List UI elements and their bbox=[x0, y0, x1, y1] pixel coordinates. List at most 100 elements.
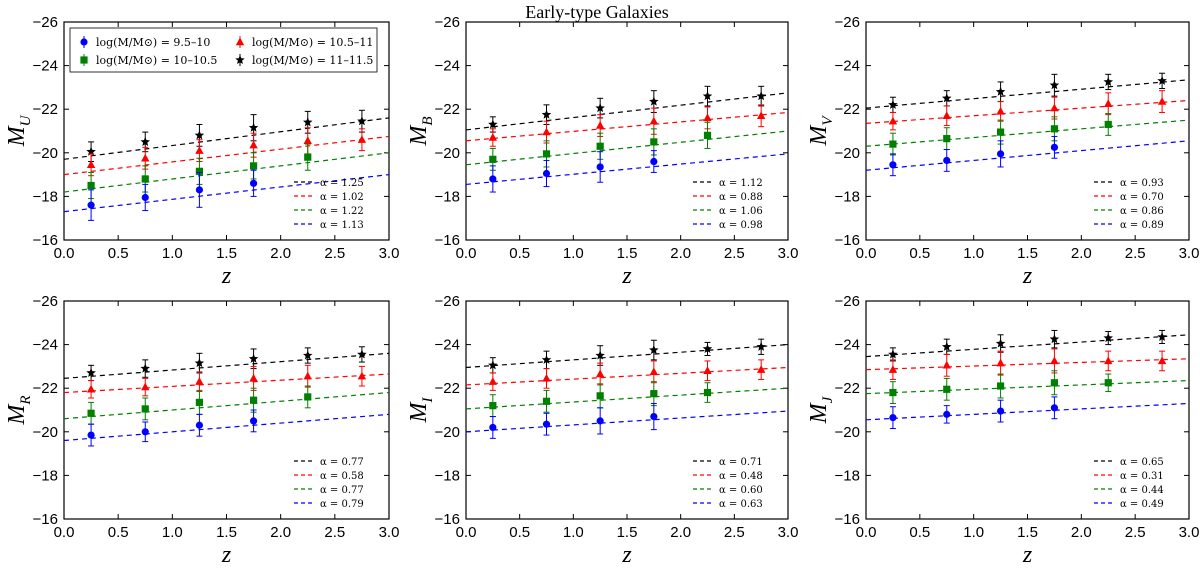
legend-label: log(M/M⊙) = 10–10.5 bbox=[96, 54, 217, 67]
alpha-legend-label: α = 0.77 bbox=[320, 457, 364, 468]
data-point bbox=[1157, 331, 1167, 342]
data-point bbox=[489, 175, 497, 183]
x-tick-label: 1.0 bbox=[963, 524, 984, 541]
x-tick-label: 1.5 bbox=[1017, 245, 1038, 262]
legend-entry-11-11.5: log(M/M⊙) = 11–11.5 bbox=[235, 54, 373, 67]
x-tick-label: 3.0 bbox=[778, 524, 799, 541]
y-tick-label: −16 bbox=[835, 232, 860, 249]
data-point bbox=[702, 91, 713, 101]
y-tick-label: −26 bbox=[835, 293, 860, 310]
data-point bbox=[249, 373, 258, 382]
data-point bbox=[649, 345, 659, 355]
alpha-legend-label: α = 0.71 bbox=[719, 457, 763, 468]
x-tick-label: 2.0 bbox=[1071, 524, 1092, 541]
fit-line bbox=[465, 387, 789, 410]
legend-marker bbox=[235, 37, 245, 46]
x-tick-label: 1.5 bbox=[617, 524, 638, 541]
series-9.5-10 bbox=[465, 402, 789, 439]
x-tick-label: 0.0 bbox=[856, 245, 877, 262]
x-tick-label: 0.5 bbox=[509, 524, 530, 541]
data-point bbox=[304, 153, 312, 161]
data-point bbox=[888, 349, 898, 359]
x-tick-label: 0.5 bbox=[108, 245, 129, 262]
alpha-legend-label: α = 0.98 bbox=[719, 220, 763, 231]
y-axis-label: MI bbox=[406, 397, 436, 424]
x-tick-label: 0.5 bbox=[909, 524, 930, 541]
data-point bbox=[249, 417, 258, 425]
alpha-legend-label: α = 0.63 bbox=[719, 499, 763, 510]
data-point bbox=[1104, 379, 1112, 387]
y-axis-label: MJ bbox=[806, 395, 836, 424]
data-point bbox=[888, 365, 898, 373]
data-point bbox=[889, 140, 897, 148]
data-point bbox=[650, 157, 658, 166]
data-point bbox=[996, 407, 1005, 415]
alpha-legend-label: α = 0.65 bbox=[1120, 457, 1164, 468]
fit-line bbox=[63, 174, 390, 213]
alpha-legend-label: α = 0.48 bbox=[719, 471, 763, 482]
y-axis-label: MB bbox=[406, 116, 436, 146]
legend-label: log(M/M⊙) = 11–11.5 bbox=[252, 54, 373, 67]
panel-U: 0.0 0.5 1.0 1.5 2.0 2.5 3.0 −26 −24 −22 −20 −18 −16 z… bbox=[4, 14, 399, 289]
y-tick-label: −16 bbox=[33, 232, 58, 249]
y-tick-label: −20 bbox=[33, 145, 58, 162]
data-point bbox=[596, 142, 604, 150]
y-tick-label: −24 bbox=[835, 337, 860, 354]
data-point bbox=[702, 343, 713, 354]
y-tick-label: −16 bbox=[435, 232, 460, 249]
series-10-10.5 bbox=[63, 143, 390, 200]
alpha-legend-label: α = 0.79 bbox=[320, 499, 364, 510]
fit-line bbox=[63, 117, 390, 160]
data-point bbox=[1103, 76, 1114, 86]
data-point bbox=[488, 133, 498, 141]
data-point bbox=[488, 360, 498, 370]
data-point bbox=[1157, 356, 1167, 365]
x-tick-label: 3.0 bbox=[778, 245, 799, 262]
data-point bbox=[87, 181, 95, 190]
y-tick-label: −24 bbox=[435, 337, 460, 354]
x-tick-label: 1.5 bbox=[1017, 524, 1038, 541]
data-point bbox=[542, 397, 551, 405]
fit-line bbox=[63, 135, 390, 176]
series-11-11.5 bbox=[865, 329, 1190, 362]
alpha-legend-label: α = 0.60 bbox=[719, 485, 763, 496]
y-tick-label: −22 bbox=[435, 380, 460, 397]
alpha-legend-label: α = 1.12 bbox=[719, 178, 763, 189]
x-axis-label: z bbox=[221, 542, 232, 568]
series-11-11.5 bbox=[63, 109, 390, 163]
data-point bbox=[141, 175, 149, 183]
data-point bbox=[888, 116, 898, 125]
x-axis-label: z bbox=[221, 263, 232, 289]
alpha-legend-label: α = 1.02 bbox=[320, 192, 364, 203]
data-point bbox=[1049, 80, 1060, 90]
y-tick-label: −18 bbox=[33, 188, 58, 205]
alpha-legend-label: α = 0.49 bbox=[1120, 499, 1164, 510]
panel-R: 0.0 0.5 1.0 1.5 2.0 2.5 3.0 −26 −24 −22 −20 −18 −16 z… bbox=[4, 293, 399, 568]
fit-line bbox=[63, 152, 390, 193]
fit-line bbox=[465, 344, 789, 369]
series-11-11.5 bbox=[63, 346, 390, 382]
data-point bbox=[703, 366, 712, 374]
y-tick-label: −26 bbox=[435, 293, 460, 310]
data-point bbox=[86, 160, 96, 168]
series-10-10.5 bbox=[865, 370, 1190, 404]
y-tick-label: −16 bbox=[835, 511, 860, 528]
data-point bbox=[996, 382, 1005, 390]
data-point bbox=[703, 113, 712, 122]
data-point bbox=[1050, 379, 1059, 387]
x-tick-label: 1.0 bbox=[563, 524, 584, 541]
data-point bbox=[649, 367, 659, 376]
data-point bbox=[195, 377, 204, 385]
y-axis-label: MR bbox=[4, 395, 34, 425]
data-point bbox=[941, 341, 952, 351]
data-point bbox=[488, 119, 498, 129]
y-tick-label: −20 bbox=[435, 145, 460, 162]
data-point bbox=[357, 349, 367, 359]
data-point bbox=[304, 393, 312, 401]
y-tick-label: −16 bbox=[33, 511, 58, 528]
fit-line bbox=[63, 413, 390, 442]
series-10.5-11 bbox=[465, 104, 789, 147]
y-tick-label: −18 bbox=[835, 467, 860, 484]
data-point bbox=[889, 388, 897, 397]
